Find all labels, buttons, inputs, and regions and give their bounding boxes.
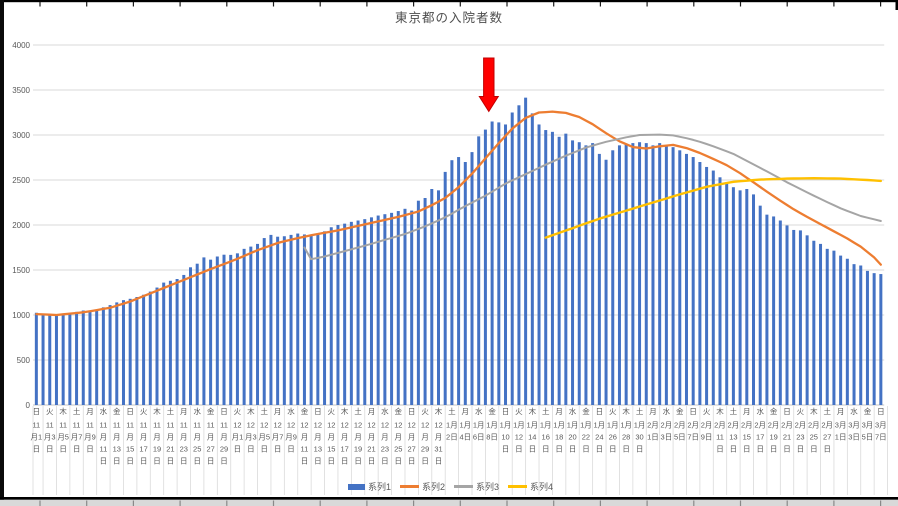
legend-item-series1[interactable]: 系列1 [348, 480, 391, 493]
legend-label: 系列3 [476, 482, 500, 492]
svg-text:500: 500 [17, 356, 31, 365]
series1-bar-swatch-icon [348, 483, 365, 490]
line-series-3[interactable] [303, 133, 882, 261]
chart-title[interactable]: 東京都の入院者数 [394, 11, 503, 25]
svg-text:3000: 3000 [12, 131, 30, 140]
svg-text:2000: 2000 [12, 221, 30, 230]
line-series-4[interactable] [544, 176, 882, 239]
svg-text:3500: 3500 [12, 86, 30, 95]
legend-label: 系列1 [368, 482, 392, 492]
svg-text:2500: 2500 [12, 176, 30, 185]
x-axis-labels: 日 11 月1 日火 11 月3 日木 11 月5 日土 11 月7 日月 11 月9 日水 11 月 11 日金 11… [31, 406, 887, 466]
legend-label: 系列4 [530, 482, 554, 492]
series3-line-swatch-icon [454, 485, 474, 488]
category-separators [32, 406, 888, 495]
svg-text:1000: 1000 [12, 311, 30, 320]
series4-line-swatch-icon [508, 485, 528, 488]
line-series-2[interactable] [35, 110, 882, 317]
svg-text:1500: 1500 [12, 266, 30, 275]
legend-item-series4[interactable]: 系列4 [508, 480, 553, 493]
legend-item-series3[interactable]: 系列3 [454, 480, 499, 493]
y-axis-labels: 0 500 1000 1500 2000 2500 3000 3500 4000 [12, 41, 30, 410]
legend-item-series2[interactable]: 系列2 [400, 480, 445, 493]
svg-text:0: 0 [26, 401, 31, 410]
down-arrow-annotation-icon[interactable] [478, 57, 500, 113]
bar-series-1[interactable] [34, 97, 883, 406]
svg-text:4000: 4000 [12, 41, 30, 50]
chart-legend: 系列1 系列2 系列3 系列4 [348, 480, 553, 493]
legend-label: 系列2 [422, 482, 446, 492]
series2-line-swatch-icon [400, 485, 420, 488]
